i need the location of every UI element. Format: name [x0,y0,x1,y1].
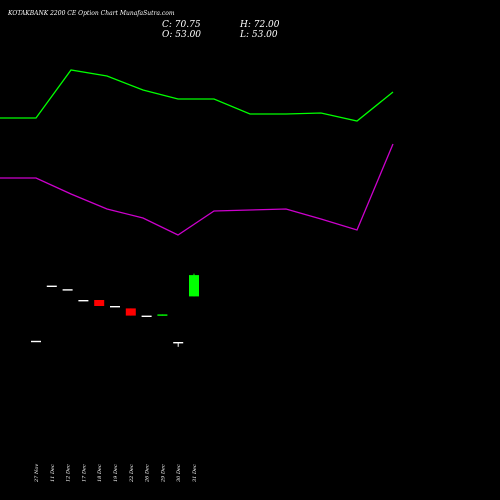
x-tick-label: 18 Dec [97,464,103,482]
chart-title: KOTAKBANK 2200 CE Option Chart MunafaSut… [7,10,175,17]
x-tick-label: 29 Dec [160,464,166,483]
x-tick-label: 27 Nov [34,464,40,483]
candle-body [110,306,120,308]
candle-body [46,285,57,287]
candle-body [173,342,184,344]
x-tick-label: 26 Dec [145,464,151,483]
close-value: C: 70.75 [162,20,201,30]
x-tick-label: 31 Dec [192,464,198,482]
candle-body [125,308,136,316]
candle-body [94,300,105,306]
open-value: O: 53.00 [162,30,201,40]
candle-body [78,300,89,302]
low-value: L: 53.00 [239,30,278,40]
x-tick-label: 30 Dec [176,464,182,482]
x-tick-label: 17 Dec [81,464,87,482]
candle-body [141,315,152,317]
upper-band-line [0,69,394,122]
candle-body [31,340,41,343]
candle-body [189,275,199,297]
candle-body [62,289,73,291]
lower-band-line [0,143,394,236]
band-lines [0,69,394,236]
high-value: H: 72.00 [239,20,280,30]
x-tick-label: 19 Dec [113,464,119,482]
candles-group [31,273,199,347]
x-tick-label: 12 Dec [66,464,72,482]
candle-body [157,314,168,316]
x-tick-label: 22 Dec [129,464,135,483]
x-axis-ticks: 27 Nov 11 Dec 12 Dec 17 Dec 18 Dec 19 Dec 22 D… [34,464,198,483]
x-tick-label: 11 Dec [50,464,56,482]
